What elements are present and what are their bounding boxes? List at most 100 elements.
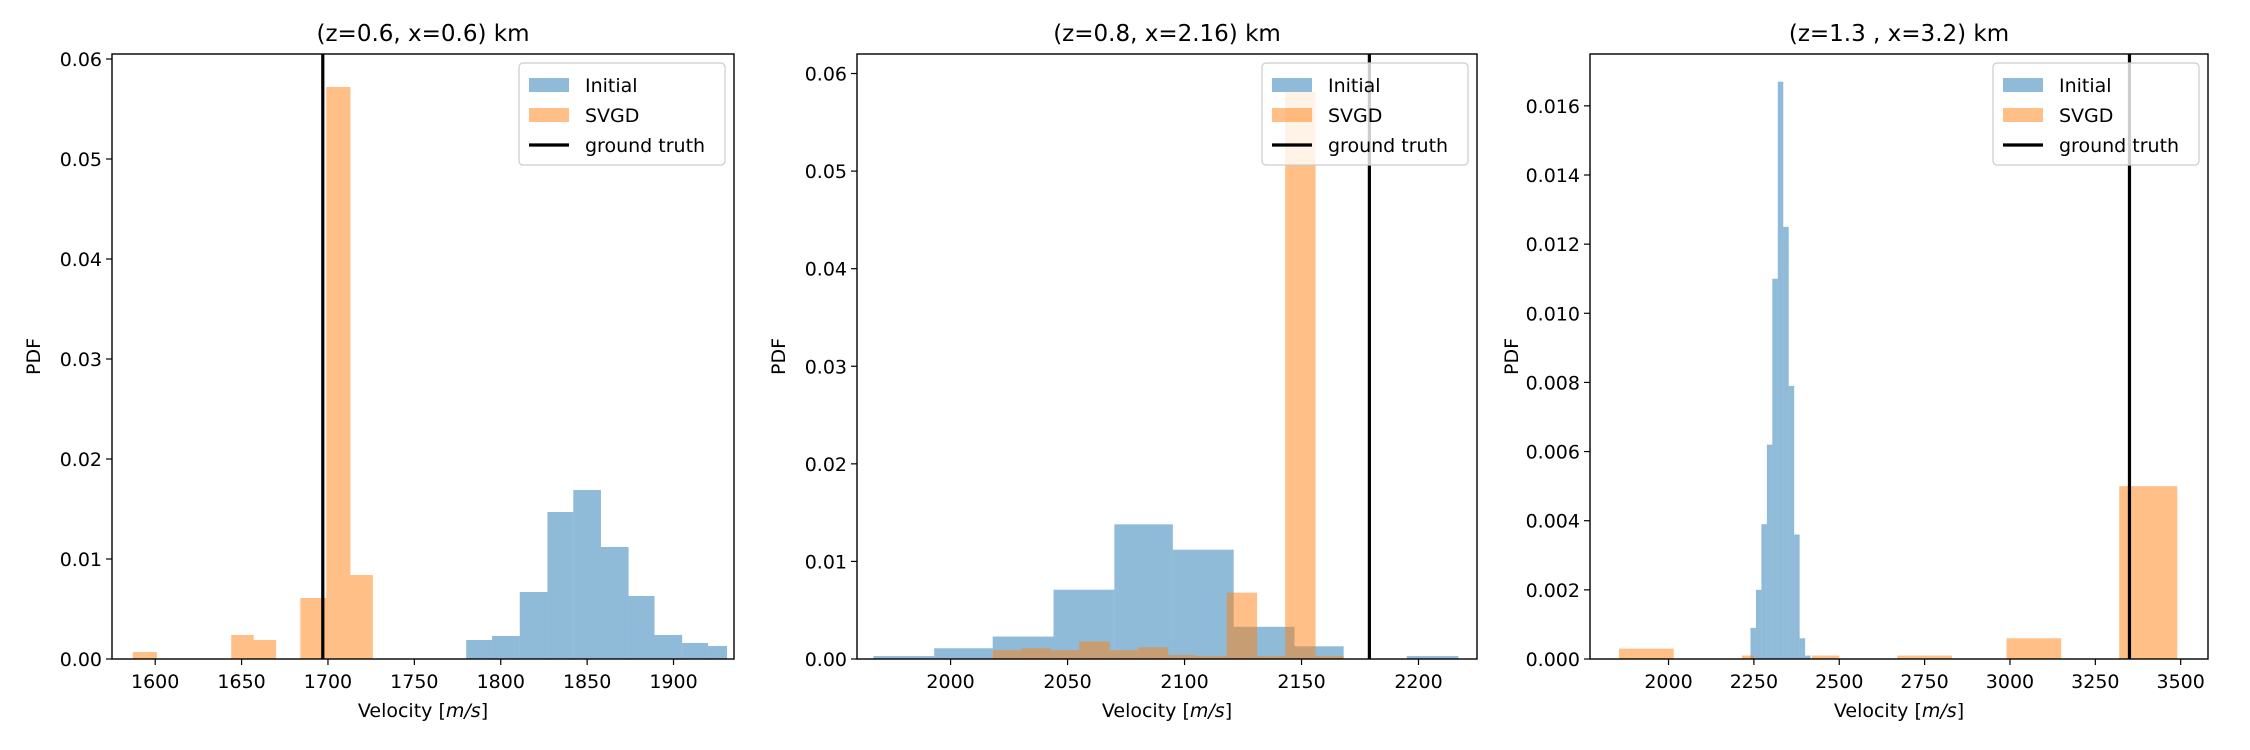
x-tick-label: 1900 bbox=[649, 671, 697, 693]
x-tick-label: 1650 bbox=[217, 671, 265, 693]
legend-label: ground truth bbox=[1328, 135, 1448, 157]
histogram-bar-initial bbox=[1805, 655, 1811, 659]
axes-frame bbox=[111, 53, 735, 660]
series-svgd bbox=[132, 87, 373, 659]
histogram-bar-svgd bbox=[350, 575, 373, 659]
histogram-bar-initial bbox=[547, 512, 574, 659]
x-tick-label: 2500 bbox=[1815, 671, 1863, 693]
legend-swatch-svgd bbox=[529, 108, 569, 122]
y-tick-label: 0.000 bbox=[1526, 649, 1580, 671]
histogram-bar-initial bbox=[1799, 638, 1806, 659]
histogram-bar-initial bbox=[1761, 524, 1767, 659]
histogram-bar-svgd bbox=[1741, 655, 1754, 659]
histogram-bar-initial bbox=[708, 646, 728, 659]
y-tick-label: 0.00 bbox=[805, 649, 847, 671]
x-tick-label: 3500 bbox=[2157, 671, 2205, 693]
y-tick-label: 0.014 bbox=[1526, 165, 1580, 187]
y-tick-label: 0.04 bbox=[805, 259, 847, 281]
histogram-bar-initial bbox=[600, 547, 629, 659]
histogram-bar-svgd bbox=[1897, 655, 1952, 659]
x-tick-label: 1850 bbox=[563, 671, 611, 693]
y-tick-label: 0.004 bbox=[1526, 511, 1580, 533]
series-initial bbox=[1750, 81, 1811, 659]
legend-box bbox=[1261, 62, 1469, 166]
x-tick-label: 2000 bbox=[1644, 671, 1692, 693]
series-initial bbox=[466, 490, 728, 659]
chart-panel-1: 1600 1650 1700 1750 1800 1850 1900 0.00 0.01 0.02… bbox=[23, 21, 735, 722]
axes-frame bbox=[1589, 53, 2209, 660]
y-tick-label: 0.02 bbox=[805, 454, 847, 476]
series-svgd bbox=[992, 92, 1344, 659]
histogram-bar-svgd bbox=[1811, 655, 1840, 659]
y-tick-label: 0.008 bbox=[1526, 372, 1580, 394]
histogram-bar-initial bbox=[934, 648, 993, 659]
x-tick-label: 3000 bbox=[1986, 671, 2034, 693]
histogram-bar-svgd bbox=[992, 650, 1021, 659]
legend-swatch-initial bbox=[2003, 78, 2043, 92]
histogram-bar-svgd bbox=[1315, 656, 1344, 659]
y-tick-label: 0.01 bbox=[805, 551, 847, 573]
legend-label: SVGD bbox=[1328, 105, 1382, 127]
x-axis-label: Velocity [m/s] bbox=[1834, 700, 1964, 722]
histogram-bar-initial bbox=[873, 656, 935, 659]
histogram-bar-svgd bbox=[1020, 648, 1052, 659]
histogram-bar-svgd bbox=[326, 87, 351, 659]
legend-box bbox=[1992, 62, 2200, 166]
y-tick-label: 0.05 bbox=[805, 161, 847, 183]
chart-panel-2: 2000 2050 2100 2150 2200 0.00 0.01 0.02 0.03 0.04… bbox=[768, 21, 1478, 722]
y-tick-label: 0.04 bbox=[60, 249, 102, 271]
histogram-bar-svgd bbox=[1168, 655, 1197, 659]
y-tick-label: 0.012 bbox=[1526, 234, 1580, 256]
y-axis-label: PDF bbox=[23, 338, 45, 375]
histogram-bar-initial bbox=[1406, 656, 1459, 659]
y-tick-label: 0.06 bbox=[805, 64, 847, 86]
histogram-bar-initial bbox=[1755, 589, 1762, 659]
histogram-bar-svgd bbox=[1285, 92, 1316, 659]
histogram-bar-svgd bbox=[1109, 650, 1138, 659]
histogram-bar-initial bbox=[1172, 549, 1234, 659]
legend-box bbox=[518, 62, 726, 166]
x-axis-label: Velocity [m/s] bbox=[358, 700, 488, 722]
legend-swatch-initial bbox=[529, 78, 569, 92]
y-tick-label: 0.006 bbox=[1526, 442, 1580, 464]
histogram-bar-svgd bbox=[1619, 648, 1674, 659]
histogram-bar-initial bbox=[1772, 278, 1778, 659]
legend-swatch-svgd bbox=[2003, 108, 2043, 122]
legend-swatch-initial bbox=[1272, 78, 1312, 92]
legend-label: Initial bbox=[2059, 75, 2112, 97]
x-tick-label: 2200 bbox=[1394, 671, 1442, 693]
y-axis-label: PDF bbox=[1501, 338, 1523, 375]
x-tick-label: 1750 bbox=[390, 671, 438, 693]
y-axis-label: PDF bbox=[768, 338, 790, 375]
y-tick-label: 0.002 bbox=[1526, 580, 1580, 602]
histogram-bar-svgd bbox=[2006, 638, 2062, 659]
histogram-bar-initial bbox=[1750, 627, 1756, 659]
y-tick-label: 0.03 bbox=[60, 349, 102, 371]
legend-swatch-svgd bbox=[1272, 108, 1312, 122]
legend-label: SVGD bbox=[585, 105, 639, 127]
histogram-bar-svgd bbox=[231, 635, 254, 659]
histogram-bar-initial bbox=[1777, 81, 1784, 659]
chart-title: (z=0.6, x=0.6) km bbox=[317, 21, 530, 47]
histogram-bar-initial bbox=[1783, 226, 1789, 659]
histogram-bar-svgd bbox=[132, 652, 157, 659]
y-tick-label: 0.01 bbox=[60, 549, 102, 571]
y-tick-label: 0.05 bbox=[60, 149, 102, 171]
x-axis-label: Velocity [m/s] bbox=[1102, 700, 1232, 722]
x-tick-label: 3250 bbox=[2071, 671, 2119, 693]
legend-label: Initial bbox=[585, 75, 638, 97]
y-tick-label: 0.02 bbox=[60, 449, 102, 471]
legend-label: Initial bbox=[1328, 75, 1381, 97]
histogram-bar-initial bbox=[1794, 534, 1800, 659]
histogram-bar-svgd bbox=[1079, 641, 1110, 659]
histogram-bar-svgd bbox=[1051, 650, 1080, 659]
axes-frame bbox=[856, 53, 1478, 660]
legend-label: ground truth bbox=[585, 135, 705, 157]
histogram-bar-initial bbox=[1114, 524, 1173, 659]
histogram-bar-svgd bbox=[1196, 656, 1227, 659]
histogram-bar-svgd bbox=[1257, 656, 1286, 659]
x-tick-label: 2150 bbox=[1277, 671, 1325, 693]
histogram-bar-initial bbox=[1788, 385, 1795, 659]
legend-label: ground truth bbox=[2059, 135, 2179, 157]
